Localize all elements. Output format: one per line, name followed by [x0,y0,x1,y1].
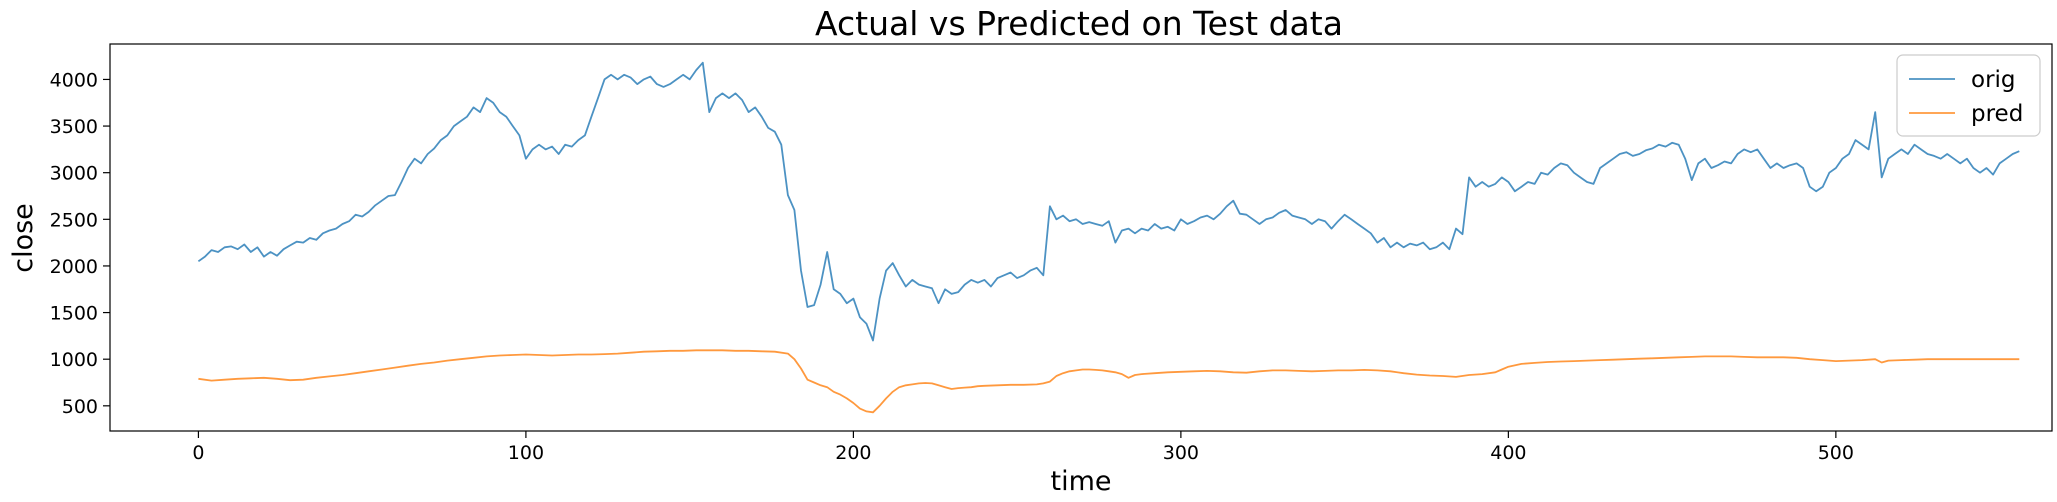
x-axis-label: time [1050,466,1111,497]
chart-title: Actual vs Predicted on Test data [815,4,1343,43]
legend: orig pred [1896,54,2041,137]
legend-label-orig: orig [1971,67,2016,93]
series-layer [197,61,2020,414]
y-tick-label: 2000 [50,256,98,278]
y-tick-label: 4000 [50,69,98,91]
x-tick-label: 400 [1490,442,1526,464]
legend-label-pred: pred [1971,101,2023,127]
x-tick-label: 100 [508,442,544,464]
series-line-orig [197,61,2020,342]
x-tick-label: 0 [192,442,204,464]
y-axis: 500 1000 1500 2000 2500 3000 3500 4000 [50,69,110,418]
y-tick-label: 1500 [50,303,98,325]
x-tick-label: 300 [1163,442,1199,464]
y-tick-label: 500 [62,396,98,418]
x-tick-label: 200 [835,442,871,464]
y-tick-label: 3500 [50,116,98,138]
x-tick-label: 500 [1818,442,1854,464]
plot-area [109,43,2053,432]
y-tick-label: 1000 [50,349,98,371]
y-tick-label: 2500 [50,209,98,231]
x-axis: 0 100 200 300 400 500 [192,431,1854,464]
y-tick-label: 3000 [50,163,98,185]
legend-box [1896,54,2041,137]
series-line-pred [198,349,2020,414]
y-axis-label: close [8,203,39,273]
